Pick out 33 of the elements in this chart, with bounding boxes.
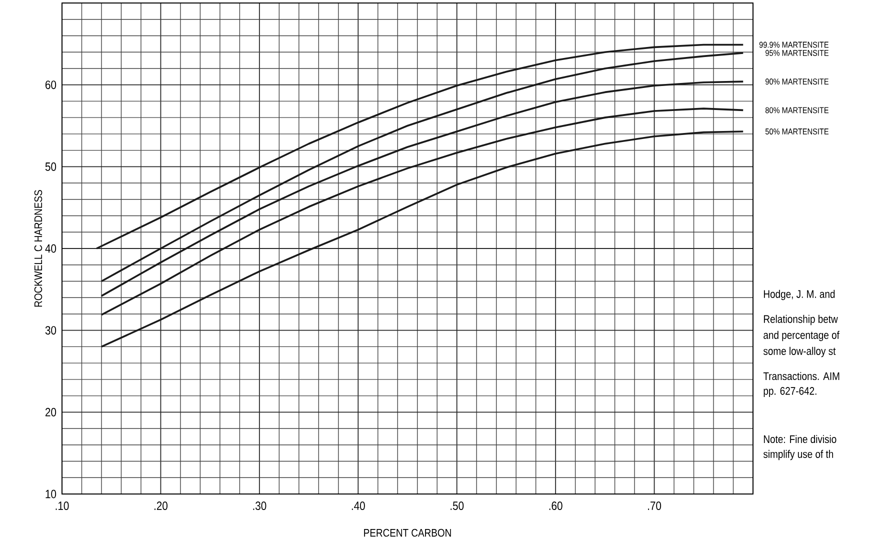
text: 80% MARTENSITE bbox=[765, 107, 828, 114]
y-tick-label: 60 bbox=[46, 80, 56, 90]
text: pp. 627-642. bbox=[764, 387, 816, 397]
text: 50% MARTENSITE bbox=[765, 128, 828, 134]
line-series bbox=[100, 52, 744, 282]
y-tick-label: 50 bbox=[45, 162, 56, 171]
y-tick-label: 30 bbox=[45, 326, 56, 335]
x-tick-label: .30 bbox=[253, 502, 266, 510]
series-label: 99.9% MARTENSITE bbox=[759, 42, 828, 48]
y-tick-label: 10 bbox=[46, 490, 56, 498]
x-tick-label: .70 bbox=[648, 502, 662, 510]
line-series bbox=[96, 44, 744, 250]
line-series bbox=[100, 108, 744, 316]
text: 95% MARTENSITE bbox=[766, 50, 828, 56]
x-tick-label: .40 bbox=[352, 502, 365, 510]
text: some low-alloy st bbox=[763, 346, 836, 358]
text: Relationship betw bbox=[764, 314, 838, 326]
x-tick-label: .20 bbox=[154, 502, 168, 510]
y-tick-label: 20 bbox=[46, 408, 56, 416]
x-axis-title: PERCENT CARBON bbox=[364, 528, 451, 537]
y-axis-title: ROCKWELL C HARDNESS bbox=[34, 190, 42, 307]
x-tick-label: .10 bbox=[56, 502, 69, 510]
line-series bbox=[100, 130, 744, 348]
y-tick-label: 40 bbox=[45, 244, 56, 253]
text: 90% MARTENSITE bbox=[766, 78, 828, 85]
line-series bbox=[100, 80, 744, 297]
text: Hodge, J. M. and bbox=[764, 290, 835, 300]
x-tick-label: .60 bbox=[549, 502, 562, 510]
text: Note: Fine divisio bbox=[764, 434, 836, 444]
text: simplify use of th bbox=[763, 450, 834, 460]
text: Transactions. AIM bbox=[763, 372, 840, 380]
x-tick-label: .50 bbox=[450, 502, 464, 510]
text: and percentage of bbox=[764, 330, 840, 342]
